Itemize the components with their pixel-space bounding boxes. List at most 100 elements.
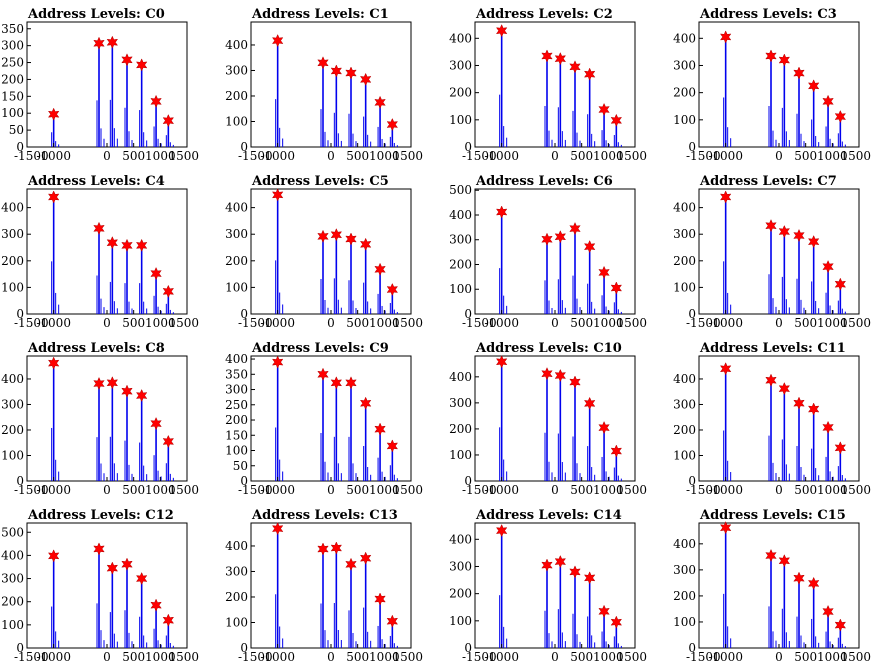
peak-marker	[150, 598, 162, 612]
peak-marker	[793, 66, 805, 80]
x-tick-label: 1500	[168, 316, 199, 330]
y-tick-label: 400	[225, 201, 248, 215]
y-tick-label: 400	[449, 31, 472, 45]
y-tick-label: 100	[449, 113, 472, 127]
peak-marker	[386, 614, 399, 628]
peak-marker	[719, 521, 732, 535]
x-tick-label: 0	[551, 316, 559, 330]
peak-marker	[271, 355, 284, 369]
peak-marker	[317, 56, 329, 70]
peak-marker	[765, 219, 777, 233]
peak-marker	[359, 551, 372, 565]
y-tick-label: 350	[225, 367, 248, 381]
x-tick-label: 1500	[168, 149, 199, 163]
y-tick-label: 0	[16, 140, 24, 154]
plot-frame	[26, 522, 188, 649]
peak-marker	[386, 117, 399, 132]
x-tick-label: 500	[346, 149, 369, 163]
x-tick-label: 1500	[168, 650, 199, 664]
x-tick-label: 500	[122, 483, 145, 497]
x-tick-label: -1000	[484, 149, 519, 163]
y-tick-label: 200	[1, 254, 24, 268]
y-tick-label: 300	[1, 227, 24, 241]
x-tick-label: 0	[103, 316, 111, 330]
peak-marker	[345, 232, 357, 246]
peak-marker	[569, 60, 581, 74]
y-tick-label: 500	[1, 525, 24, 539]
peak-marker	[610, 113, 623, 127]
peak-marker	[719, 190, 732, 204]
y-tick-label: 100	[1, 448, 24, 462]
peak-marker	[374, 262, 386, 276]
subplot-title: Address Levels: C15	[699, 508, 846, 523]
x-tick-label: -1000	[484, 483, 519, 497]
y-tick-label: 200	[449, 422, 472, 436]
subplot-title: Address Levels: C7	[699, 174, 837, 189]
x-tick-label: -1000	[36, 149, 71, 163]
peak-marker	[569, 221, 581, 236]
peak-marker	[541, 558, 553, 572]
peak-marker	[135, 58, 148, 72]
x-tick-label: -1500	[238, 149, 273, 163]
subplot-title: Address Levels: C9	[251, 341, 389, 356]
peak-marker	[47, 356, 60, 370]
peak-marker	[93, 221, 105, 235]
x-tick-label: -1500	[686, 316, 721, 330]
plot-frame	[26, 355, 188, 482]
x-tick-label: 1000	[145, 149, 176, 163]
y-tick-label: 0	[688, 641, 696, 655]
x-tick-label: 1500	[616, 483, 647, 497]
plot-frame	[26, 21, 188, 148]
y-tick-label: 100	[225, 615, 248, 629]
y-tick-label: 250	[225, 398, 248, 412]
y-tick-label: 100	[449, 282, 472, 296]
peak-marker	[569, 375, 581, 389]
subplot-4: Address Levels: C4 0 100 200 300 400 -1500-100…	[1, 174, 199, 330]
subplot-15: Address Levels: C15 0 100 200 300 400 -1500-10…	[673, 508, 871, 664]
x-tick-label: -1000	[708, 316, 743, 330]
x-tick-label: 500	[122, 650, 145, 664]
y-tick-label: 200	[1, 595, 24, 609]
peak-marker	[583, 67, 596, 81]
x-tick-label: -1500	[14, 483, 49, 497]
peak-marker	[834, 618, 847, 632]
y-tick-label: 250	[1, 56, 24, 70]
y-tick-label: 300	[1, 397, 24, 411]
peak-marker	[317, 367, 329, 381]
x-tick-label: 0	[103, 483, 111, 497]
y-tick-label: 300	[673, 58, 696, 72]
y-tick-label: 300	[673, 563, 696, 577]
y-tick-label: 200	[449, 587, 472, 601]
peak-marker	[330, 64, 343, 78]
peak-marker	[162, 434, 175, 449]
peak-marker	[330, 228, 343, 242]
subplot-3: Address Levels: C3 0 100 200 300 400 -1500-100…	[673, 7, 871, 163]
y-tick-label: 0	[16, 307, 24, 321]
y-tick-label: 0	[240, 140, 248, 154]
x-tick-label: 1000	[817, 483, 848, 497]
y-tick-label: 400	[1, 201, 24, 215]
peak-marker	[778, 53, 791, 67]
peak-marker	[583, 571, 596, 585]
peak-marker	[162, 284, 175, 299]
y-tick-label: 300	[225, 383, 248, 397]
peak-marker	[765, 49, 777, 63]
x-tick-label: 1500	[392, 149, 423, 163]
x-tick-label: 500	[794, 650, 817, 664]
x-tick-label: 0	[327, 149, 335, 163]
x-tick-label: 1000	[817, 149, 848, 163]
y-tick-label: 0	[16, 474, 24, 488]
plot-frame	[698, 522, 860, 649]
subplot-title: Address Levels: C12	[27, 508, 174, 523]
peak-marker	[807, 79, 820, 93]
subplot-title: Address Levels: C10	[475, 341, 622, 356]
y-tick-label: 100	[449, 448, 472, 462]
peak-marker	[386, 282, 399, 297]
y-tick-label: 400	[225, 38, 248, 52]
plot-frame	[474, 522, 636, 649]
y-tick-label: 400	[225, 352, 248, 366]
peak-marker	[793, 228, 805, 243]
y-tick-label: 400	[449, 370, 472, 384]
